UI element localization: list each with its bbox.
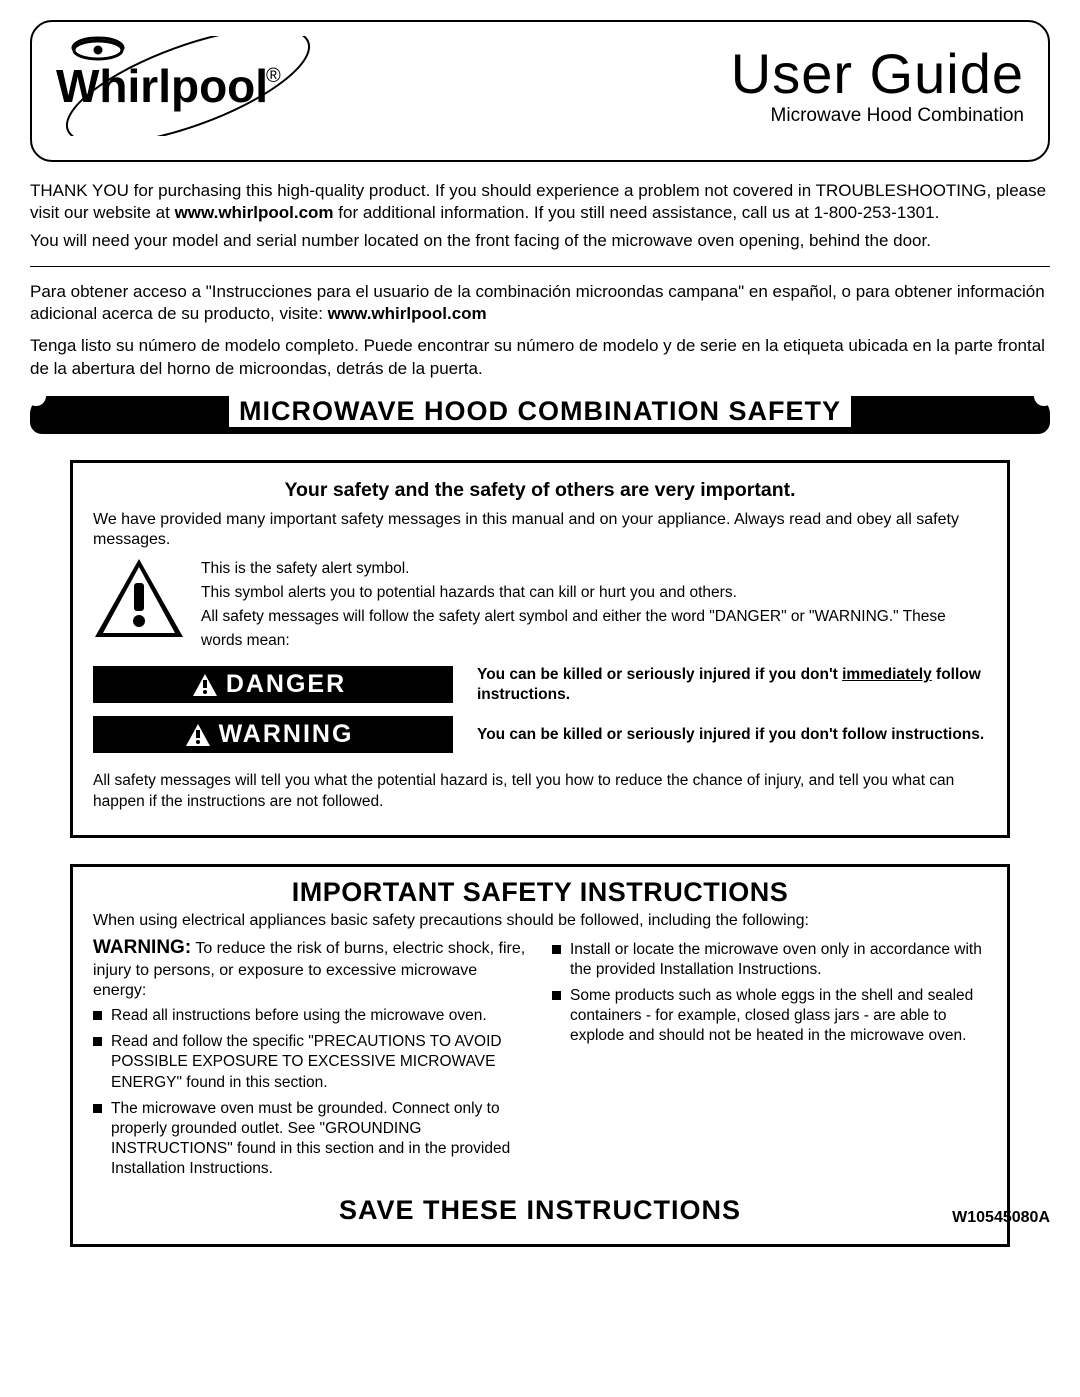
intro-es-site: www.whirlpool.com <box>328 304 487 323</box>
intro-divider <box>30 266 1050 267</box>
list-item: The microwave oven must be grounded. Con… <box>93 1099 528 1180</box>
intro-es-line2: Tenga listo su número de modelo completo… <box>30 336 1045 377</box>
warning-lead: WARNING: <box>93 937 191 958</box>
instructions-warning-line: WARNING: To reduce the risk of burns, el… <box>93 936 528 1002</box>
instructions-col-right: Install or locate the microwave oven onl… <box>552 936 987 1185</box>
document-code: W10545080A <box>952 1209 1050 1227</box>
danger-label: DANGER <box>93 666 453 703</box>
title-block: User Guide Microwave Hood Combination <box>731 45 1024 128</box>
brand-text: Whirlpool <box>56 60 268 112</box>
doc-title: User Guide <box>731 45 1024 104</box>
instructions-columns: WARNING: To reduce the risk of burns, el… <box>93 936 987 1185</box>
intro-en: THANK YOU for purchasing this high-quali… <box>30 180 1050 252</box>
safety-lead: Your safety and the safety of others are… <box>93 479 987 502</box>
whirlpool-logo-icon: Whirlpool ® <box>56 36 316 136</box>
left-bullets: Read all instructions before using the m… <box>93 1006 528 1179</box>
intro-es-line1-pre: Para obtener acceso a "Instrucciones par… <box>30 282 1045 323</box>
brand-logo-wrap: Whirlpool ® <box>56 36 316 136</box>
list-item: Read and follow the specific "PRECAUTION… <box>93 1032 528 1092</box>
warning-row: WARNING You can be killed or seriously i… <box>93 716 987 753</box>
list-item: Some products such as whole eggs in the … <box>552 986 987 1046</box>
intro-en-line1-post: for additional information. If you still… <box>334 203 940 222</box>
save-heading: SAVE THESE INSTRUCTIONS <box>93 1195 987 1226</box>
danger-label-text: DANGER <box>226 670 346 699</box>
safety-box: Your safety and the safety of others are… <box>70 460 1010 838</box>
symbol-line2: This symbol alerts you to potential haza… <box>201 581 987 605</box>
alert-triangle-small-icon <box>192 673 218 697</box>
danger-desc: You can be killed or seriously injured i… <box>477 665 987 704</box>
symbol-line3: All safety messages will follow the safe… <box>201 605 987 653</box>
safety-heading-pill: MICROWAVE HOOD COMBINATION SAFETY <box>30 396 1050 434</box>
doc-subtitle: Microwave Hood Combination <box>731 105 1024 127</box>
page-root: Whirlpool ® User Guide Microwave Hood Co… <box>0 0 1080 1397</box>
list-item: Read all instructions before using the m… <box>93 1006 528 1026</box>
safety-symbol-text: This is the safety alert symbol. This sy… <box>201 557 987 653</box>
safety-intro: We have provided many important safety m… <box>93 510 987 552</box>
warning-label: WARNING <box>93 716 453 753</box>
instructions-sub: When using electrical appliances basic s… <box>93 912 987 930</box>
intro-es: Para obtener acceso a "Instrucciones par… <box>30 281 1050 379</box>
instructions-col-left: WARNING: To reduce the risk of burns, el… <box>93 936 528 1185</box>
danger-desc-pre: You can be killed or seriously injured i… <box>477 666 842 683</box>
svg-text:®: ® <box>266 65 281 87</box>
list-item: Install or locate the microwave oven onl… <box>552 940 987 980</box>
right-bullets: Install or locate the microwave oven onl… <box>552 940 987 1047</box>
alert-triangle-small-icon <box>185 723 211 747</box>
header-card: Whirlpool ® User Guide Microwave Hood Co… <box>30 20 1050 162</box>
instructions-heading: IMPORTANT SAFETY INSTRUCTIONS <box>93 877 987 908</box>
danger-row: DANGER You can be killed or seriously in… <box>93 665 987 704</box>
safety-outro: All safety messages will tell you what t… <box>93 771 987 813</box>
intro-en-site: www.whirlpool.com <box>175 203 334 222</box>
warning-desc: You can be killed or seriously injured i… <box>477 725 984 744</box>
instructions-box: IMPORTANT SAFETY INSTRUCTIONS When using… <box>70 864 1010 1247</box>
symbol-line1: This is the safety alert symbol. <box>201 557 987 581</box>
warning-label-text: WARNING <box>219 720 354 749</box>
safety-heading-text: MICROWAVE HOOD COMBINATION SAFETY <box>229 396 851 427</box>
safety-symbol-row: This is the safety alert symbol. This sy… <box>93 557 987 653</box>
danger-desc-ul: immediately <box>842 666 932 683</box>
intro-en-line2: You will need your model and serial numb… <box>30 231 931 250</box>
alert-triangle-icon <box>93 557 185 639</box>
